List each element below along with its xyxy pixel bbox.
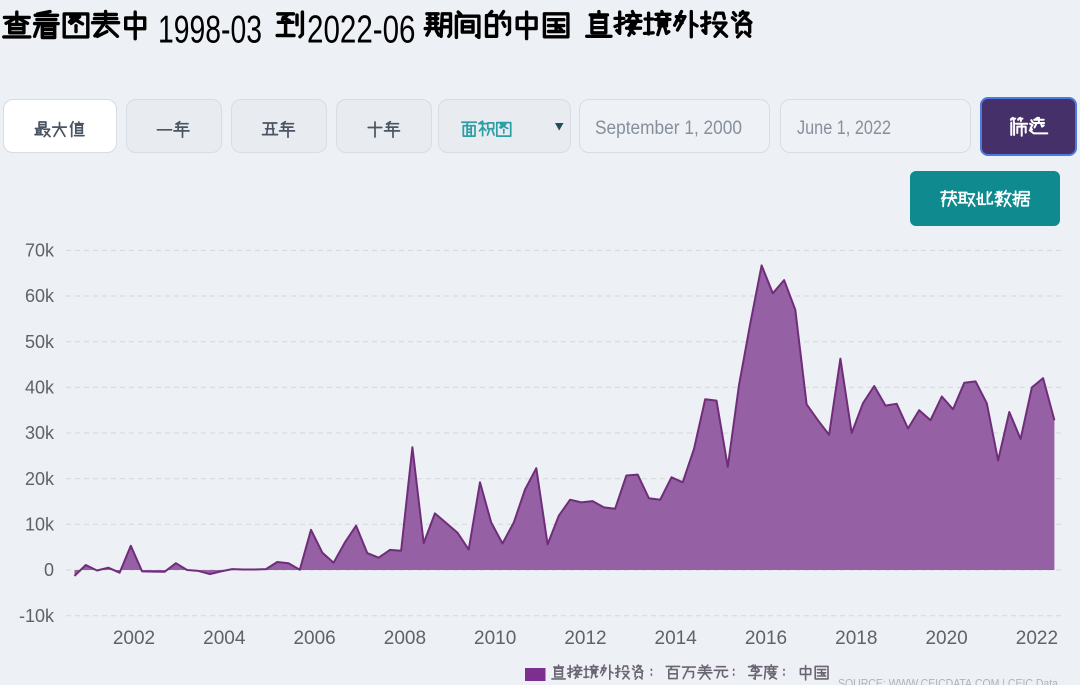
svg-text:2006: 2006 <box>293 628 335 649</box>
svg-text:2022-06: 2022-06 <box>307 8 416 51</box>
svg-text:2014: 2014 <box>655 628 698 649</box>
svg-text:0: 0 <box>44 560 54 580</box>
svg-text:SOURCE: WWW.CEICDATA.COM | CEI: SOURCE: WWW.CEICDATA.COM | CEIC Data <box>838 677 1058 685</box>
svg-text:20k: 20k <box>25 469 55 489</box>
svg-text:September 1, 2000: September 1, 2000 <box>595 117 742 139</box>
svg-text:60k: 60k <box>25 286 55 306</box>
svg-text:40k: 40k <box>25 378 55 398</box>
svg-text:2022: 2022 <box>1016 628 1058 649</box>
svg-text:2018: 2018 <box>835 628 877 649</box>
svg-text:2004: 2004 <box>203 628 246 649</box>
svg-text:2008: 2008 <box>384 628 426 649</box>
svg-text:-10k: -10k <box>19 606 55 626</box>
svg-text:70k: 70k <box>25 241 55 261</box>
svg-text:2002: 2002 <box>113 628 155 649</box>
svg-text:2016: 2016 <box>745 628 787 649</box>
svg-text:June 1, 2022: June 1, 2022 <box>797 117 891 139</box>
svg-text:30k: 30k <box>25 423 55 443</box>
svg-text:50k: 50k <box>25 332 55 352</box>
svg-text:2010: 2010 <box>474 628 516 649</box>
svg-text:2012: 2012 <box>564 628 606 649</box>
svg-text:2020: 2020 <box>925 628 967 649</box>
svg-text:1998-03: 1998-03 <box>158 8 262 51</box>
svg-text:10k: 10k <box>25 515 55 535</box>
